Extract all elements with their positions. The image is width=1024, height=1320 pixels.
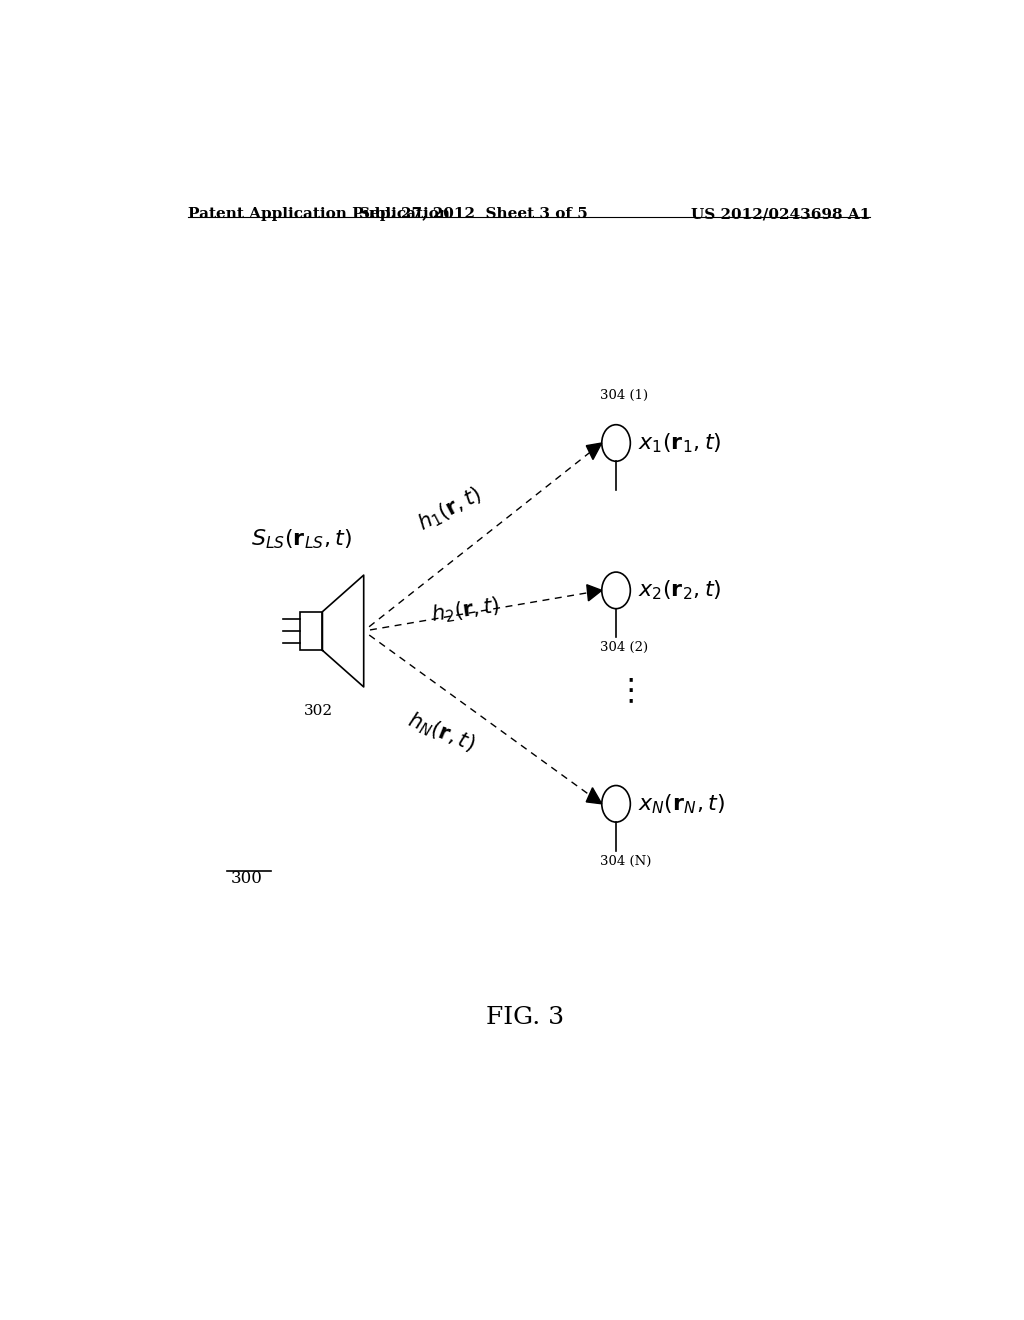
- Text: $h_1(\mathbf{r},t)$: $h_1(\mathbf{r},t)$: [414, 483, 485, 536]
- Polygon shape: [323, 576, 364, 686]
- Text: 304 (2): 304 (2): [600, 642, 648, 655]
- Text: $S_{LS}(\mathbf{r}_{LS},t)$: $S_{LS}(\mathbf{r}_{LS},t)$: [251, 528, 352, 552]
- Text: $x_2(\mathbf{r}_2,t)$: $x_2(\mathbf{r}_2,t)$: [638, 578, 722, 602]
- Text: $\vdots$: $\vdots$: [614, 677, 634, 706]
- Text: US 2012/0243698 A1: US 2012/0243698 A1: [690, 207, 870, 222]
- Polygon shape: [587, 585, 602, 601]
- Bar: [300, 611, 323, 651]
- Text: 304 (1): 304 (1): [600, 389, 648, 403]
- Text: $h_N(\mathbf{r},t)$: $h_N(\mathbf{r},t)$: [404, 709, 478, 756]
- Text: Patent Application Publication: Patent Application Publication: [187, 207, 450, 222]
- Text: Sep. 27, 2012  Sheet 3 of 5: Sep. 27, 2012 Sheet 3 of 5: [358, 207, 588, 222]
- Text: FIG. 3: FIG. 3: [485, 1006, 564, 1028]
- Text: 302: 302: [304, 704, 333, 718]
- Polygon shape: [586, 788, 602, 804]
- Text: $x_N(\mathbf{r}_N,t)$: $x_N(\mathbf{r}_N,t)$: [638, 792, 725, 816]
- Polygon shape: [587, 444, 602, 459]
- Text: $x_1(\mathbf{r}_1,t)$: $x_1(\mathbf{r}_1,t)$: [638, 432, 722, 455]
- Text: 300: 300: [231, 870, 263, 887]
- Text: 304 (N): 304 (N): [600, 854, 651, 867]
- Text: $h_2(\mathbf{r},t)$: $h_2(\mathbf{r},t)$: [429, 594, 501, 627]
